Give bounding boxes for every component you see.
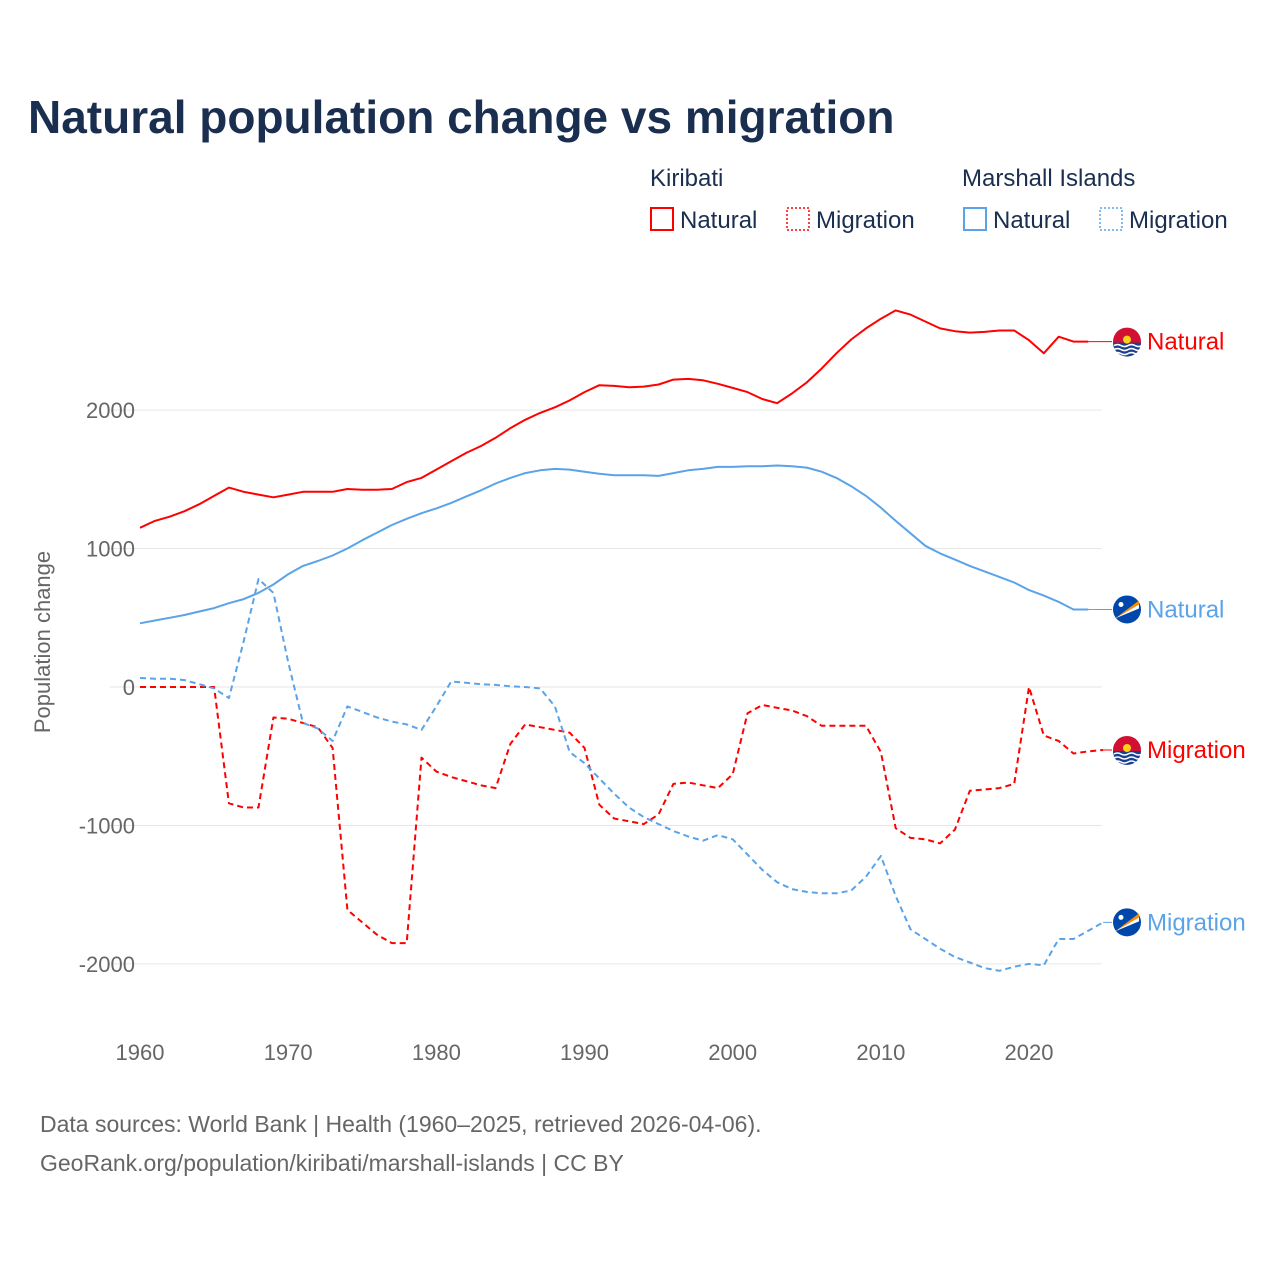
- legend-label-kiribati-migration[interactable]: Migration: [816, 207, 915, 234]
- flag-wave: [1113, 756, 1143, 760]
- y-tick-label: 2000: [86, 398, 135, 423]
- legend-group-marshall: Marshall Islands: [962, 165, 1135, 192]
- y-axis: -2000 -1000 0 1000 2000: [79, 398, 135, 977]
- series-line-marshall-islands-migration: [139, 578, 1104, 972]
- y-tick-label: 1000: [86, 537, 135, 562]
- footer-url[interactable]: GeoRank.org/population/kiribati/marshall…: [40, 1150, 624, 1176]
- series-lines: [139, 309, 1104, 972]
- flag-stripe-orange: [1115, 600, 1139, 619]
- legend-label-marshall-natural[interactable]: Natural: [993, 207, 1070, 234]
- x-tick-label: 2020: [1005, 1040, 1054, 1065]
- chart-title: Natural population change vs migration: [28, 91, 894, 143]
- x-tick-label: 1990: [560, 1040, 609, 1065]
- series-line-marshall-islands-natural: [139, 464, 1089, 625]
- marshall-islands-flag-icon: [1113, 908, 1141, 937]
- flag-wave: [1113, 752, 1143, 756]
- series-line-kiribati-natural: [139, 309, 1089, 529]
- series-end-label-marshall-islands-natural: Natural: [1147, 596, 1224, 623]
- flag-star: [1118, 601, 1124, 607]
- gridlines: [110, 409, 1102, 965]
- series-line-kiribati-migration: [140, 686, 1104, 945]
- flag-wave: [1113, 343, 1143, 348]
- series-end-label-kiribati-migration: Migration: [1147, 737, 1246, 764]
- legend-swatch-kiribati-migration[interactable]: [786, 207, 810, 231]
- x-axis: 1960 1970 1980 1990 2000 2010 2020: [116, 1040, 1054, 1065]
- kiribati-flag-icon: [1113, 735, 1143, 765]
- x-tick-label: 1970: [264, 1040, 313, 1065]
- footer-source: Data sources: World Bank | Health (1960–…: [40, 1111, 762, 1137]
- series-end-label-marshall-islands-migration: Migration: [1147, 909, 1246, 936]
- y-tick-label: 0: [123, 675, 135, 700]
- flag-wave: [1113, 760, 1143, 764]
- legend-group-kiribati: Kiribati: [650, 165, 723, 192]
- x-tick-label: 2010: [856, 1040, 905, 1065]
- kiribati-flag-icon: [1113, 327, 1143, 357]
- flag-stripe-orange: [1115, 913, 1139, 932]
- y-axis-label: Population change: [30, 551, 55, 733]
- y-tick-label: -2000: [79, 952, 135, 977]
- flag-wave: [1113, 351, 1143, 356]
- legend-label-marshall-migration[interactable]: Migration: [1129, 207, 1228, 234]
- legend: Kiribati Marshall Islands Natural Migrat…: [650, 165, 1228, 234]
- series-end-label-kiribati-natural: Natural: [1147, 329, 1224, 356]
- legend-swatch-marshall-natural[interactable]: [963, 207, 987, 231]
- flag-wave: [1113, 347, 1143, 352]
- flag-sun: [1123, 743, 1131, 752]
- x-tick-label: 1980: [412, 1040, 461, 1065]
- legend-swatch-marshall-migration[interactable]: [1099, 207, 1123, 231]
- series-end-labels: Natural Natural Migration Migration: [1088, 327, 1246, 937]
- y-tick-label: -1000: [79, 813, 135, 838]
- flag-stripe-white: [1115, 604, 1139, 619]
- x-tick-label: 2000: [708, 1040, 757, 1065]
- flag-sun: [1123, 335, 1131, 344]
- flag-stripe-white: [1115, 917, 1139, 932]
- flag-star: [1118, 914, 1124, 920]
- x-tick-label: 1960: [116, 1040, 165, 1065]
- legend-swatch-kiribati-natural[interactable]: [650, 207, 674, 231]
- marshall-islands-flag-icon: [1113, 595, 1141, 624]
- legend-label-kiribati-natural[interactable]: Natural: [680, 207, 757, 234]
